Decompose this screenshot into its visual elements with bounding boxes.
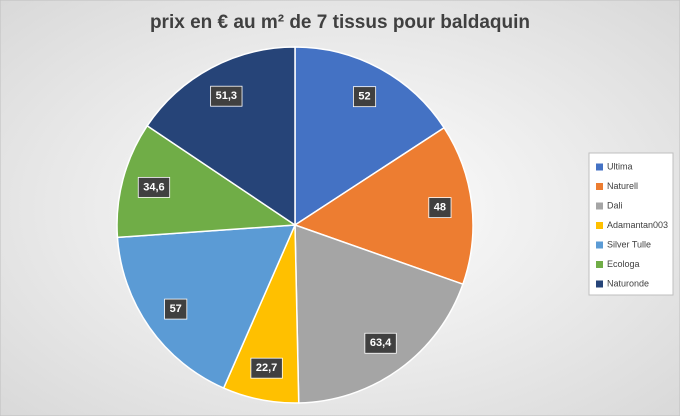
legend-swatch	[596, 202, 603, 210]
pie-slice	[116, 124, 298, 239]
data-label: 63,4	[370, 337, 392, 349]
data-label-box	[164, 298, 188, 320]
legend-label: Naturell	[607, 181, 638, 191]
data-label-box	[137, 176, 171, 198]
data-label: 51,3	[216, 90, 237, 102]
data-label: 22,7	[256, 362, 277, 374]
legend-label: Adamantan003	[607, 220, 668, 230]
legend-swatch	[596, 241, 603, 249]
data-label-box	[210, 85, 243, 107]
data-label-box	[428, 197, 452, 219]
data-label: 34,6	[143, 181, 164, 193]
data-label-box	[250, 357, 283, 379]
legend-label: Silver Tulle	[607, 239, 651, 249]
pie-slice	[294, 46, 446, 227]
legend-swatch	[596, 261, 603, 268]
pie-slice	[294, 223, 464, 404]
legend-label: Dali	[607, 200, 623, 210]
data-label: 57	[170, 303, 182, 315]
pie-slice	[146, 46, 296, 227]
legend-label: Ultima	[607, 161, 633, 171]
chart-title: prix en € au m² de 7 tissus pour baldaqu…	[150, 12, 530, 33]
data-label: 52	[358, 91, 370, 103]
pie-slice	[116, 224, 297, 390]
pie-slice	[293, 126, 474, 286]
data-label-box	[353, 86, 377, 108]
data-label-box	[364, 332, 397, 354]
legend-swatch	[596, 222, 603, 229]
legend-label: Ecologa	[607, 259, 640, 269]
legend-label: Naturonde	[607, 278, 649, 288]
data-label: 48	[434, 202, 446, 214]
legend-swatch	[596, 280, 603, 288]
legend-swatch	[596, 163, 603, 171]
legend-swatch	[596, 183, 603, 190]
